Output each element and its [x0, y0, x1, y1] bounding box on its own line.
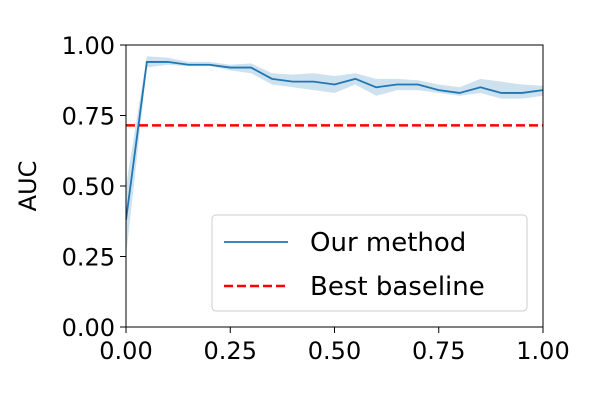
x-tick-label: 0.25	[204, 337, 257, 365]
y-tick-label: 1.00	[62, 32, 115, 60]
legend-box	[211, 214, 528, 312]
x-tick-label: 0.00	[99, 337, 152, 365]
series-layer	[126, 56, 543, 257]
x-tick-label: 0.50	[308, 337, 361, 365]
x-tick-label: 0.75	[412, 337, 465, 365]
series-line-our-method	[126, 61, 543, 220]
legend-label-our-method: Our method	[310, 228, 466, 258]
legend-label-best-baseline: Best baseline	[310, 272, 485, 302]
y-tick-label: 0.00	[62, 314, 115, 342]
y-tick-label: 0.75	[62, 103, 115, 131]
y-tick-label: 0.25	[62, 244, 115, 272]
ticks-layer: 0.00 0.25 0.50 0.75 1.00 0.00 0.25 0.50 0.75 1.00	[62, 32, 570, 365]
legend: Our method Best baseline	[211, 214, 528, 312]
y-axis-label: AUC	[14, 161, 42, 212]
y-tick-label: 0.50	[62, 173, 115, 201]
x-tick-label: 1.00	[516, 337, 569, 365]
